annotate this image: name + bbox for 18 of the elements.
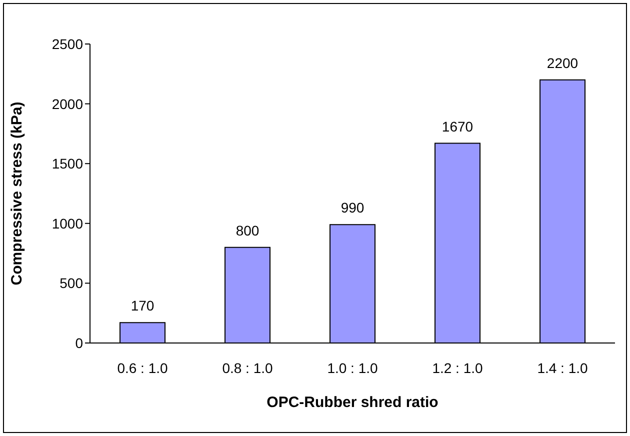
data-label: 2200 bbox=[546, 54, 578, 71]
data-label: 990 bbox=[340, 200, 364, 216]
data-label: 800 bbox=[236, 222, 260, 238]
data-label: 1670 bbox=[442, 118, 474, 134]
y-tick-label: 2000 bbox=[52, 96, 84, 112]
x-tick-label: 0.8 : 1.0 bbox=[222, 360, 274, 376]
x-tick-label: 1.4 : 1.0 bbox=[537, 360, 588, 376]
y-tick-label: 0 bbox=[75, 334, 84, 351]
y-tick-label: 1000 bbox=[52, 215, 84, 232]
x-tick-label: 0.6 : 1.0 bbox=[117, 360, 168, 376]
x-tick-label: 1.2 : 1.0 bbox=[432, 360, 484, 376]
x-axis-title: OPC-Rubber shred ratio bbox=[266, 394, 438, 411]
y-tick-label: 500 bbox=[60, 275, 84, 292]
data-label: 170 bbox=[130, 298, 154, 314]
y-axis-title: Compressive stress (kPa) bbox=[8, 102, 26, 286]
y-tick-label: 1500 bbox=[52, 156, 84, 172]
y-tick-label: 2500 bbox=[52, 36, 84, 52]
x-tick-label: 1.0 : 1.0 bbox=[327, 360, 378, 376]
